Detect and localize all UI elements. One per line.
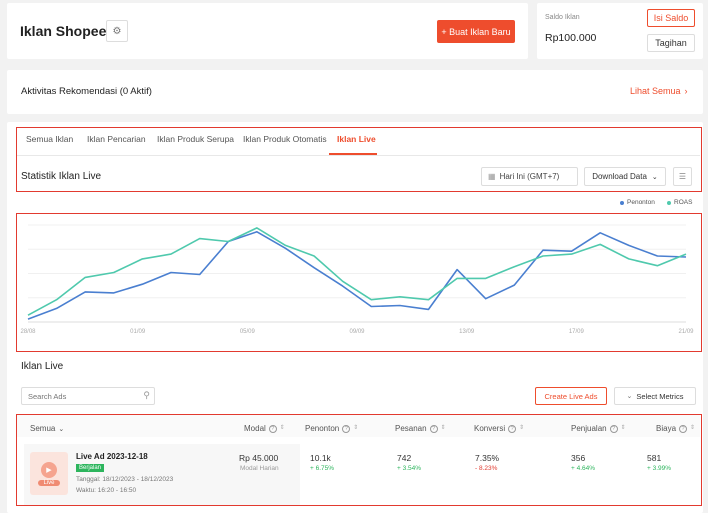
col-pesanan-label: Pesanan (395, 424, 427, 433)
help-icon: ? (429, 424, 438, 433)
tab-all[interactable]: Semua Iklan (26, 134, 74, 144)
download-button[interactable]: Download Data ⌄ (584, 167, 666, 186)
col-biaya[interactable]: Biaya ? ⇕ (656, 424, 695, 433)
col-penonton-label: Penonton (305, 424, 340, 433)
list-icon: ☰ (678, 172, 687, 181)
sort-icon: ⇕ (279, 425, 285, 431)
tab-search[interactable]: Iklan Pencarian (87, 134, 146, 144)
stats-title: Statistik Iklan Live (21, 171, 102, 182)
penjualan-value: 356 (571, 453, 586, 463)
see-all-label: Lihat Semua (630, 86, 681, 96)
active-tab-indicator (329, 153, 377, 155)
ad-date: Tanggal: 18/12/2023 - 18/12/2023 (76, 476, 174, 483)
sort-icon: ⇕ (690, 425, 696, 431)
col-konversi[interactable]: Konversi ? ⇕ (474, 424, 524, 433)
double-chevron-icon: ⌄ (626, 393, 633, 400)
konversi-change: - 8.23% (475, 465, 498, 472)
billing-button[interactable]: Tagihan (647, 34, 695, 52)
see-all-link[interactable]: Lihat Semua › (630, 86, 688, 96)
search-icon[interactable]: ⚲ (143, 390, 150, 400)
balance-amount: Rp100.000 (545, 32, 597, 44)
table-row-bg (24, 444, 300, 506)
recommendation-card (7, 70, 703, 114)
ad-time: Waktu: 16:20 - 16:50 (76, 487, 137, 494)
create-live-ads-button[interactable]: Create Live Ads (535, 387, 607, 405)
tab-similar-products[interactable]: Iklan Produk Serupa (157, 134, 235, 144)
help-icon: ? (268, 424, 277, 433)
modal-value: Rp 45.000 (239, 453, 279, 463)
sort-icon: ⇕ (519, 425, 525, 431)
help-icon: ? (609, 424, 618, 433)
download-label: Download Data (592, 172, 647, 181)
legend-penonton-label: Penonton (627, 199, 655, 206)
search-input[interactable] (28, 391, 138, 401)
help-icon: ? (679, 424, 688, 433)
legend-roas-label: ROAS (674, 199, 693, 206)
col-penjualan-label: Penjualan (571, 424, 607, 433)
help-icon: ? (342, 424, 351, 433)
col-penonton[interactable]: Penonton ? ⇕ (305, 424, 358, 433)
sort-icon: ⇕ (440, 425, 446, 431)
select-metrics-button[interactable]: ⌄ Select Metrics (614, 387, 696, 405)
chevron-down-icon: ⌄ (651, 173, 658, 181)
penjualan-change: + 4.64% (571, 465, 596, 472)
list-title: Iklan Live (21, 361, 64, 372)
col-pesanan[interactable]: Pesanan ? ⇕ (395, 424, 446, 433)
penonton-change: + 6.75% (310, 465, 335, 472)
ad-name[interactable]: Live Ad 2023-12-18 (76, 452, 148, 461)
pesanan-change: + 3.54% (397, 465, 422, 472)
status-badge: Berjalan (76, 464, 105, 472)
menu-button[interactable]: ☰ (673, 167, 692, 186)
live-thumbnail: ▶ Live (30, 452, 68, 495)
balance-label: Saldo Iklan (545, 14, 580, 21)
legend-roas: ROAS (667, 199, 692, 206)
page-title: Iklan Shopee (20, 23, 107, 39)
col-modal[interactable]: Modal ? ⇕ (244, 424, 285, 433)
date-filter[interactable]: ▦ Hari Ini (GMT+7) (481, 167, 578, 186)
col-all[interactable]: Semua ⌄ (30, 424, 64, 433)
sort-icon: ⇕ (620, 425, 626, 431)
biaya-value: 581 (647, 453, 662, 463)
col-konversi-label: Konversi (474, 424, 506, 433)
table-header-bg (16, 415, 700, 437)
chevron-down-icon: ⌄ (58, 425, 65, 433)
col-modal-label: Modal (244, 424, 266, 433)
create-ad-button[interactable]: + Buat Iklan Baru (437, 20, 515, 43)
tab-live[interactable]: Iklan Live (337, 134, 376, 144)
recommendation-title: Aktivitas Rekomendasi (0 Aktif) (21, 86, 152, 97)
col-penjualan[interactable]: Penjualan ? ⇕ (571, 424, 626, 433)
biaya-change: + 3.99% (647, 465, 672, 472)
gear-icon: ⚙ (112, 25, 122, 37)
settings-button[interactable]: ⚙ (106, 20, 128, 42)
legend-penonton: Penonton (620, 199, 655, 206)
sort-icon: ⇕ (353, 425, 359, 431)
tabs-divider (16, 155, 700, 156)
select-metrics-label: Select Metrics (636, 391, 684, 401)
play-icon: ▶ (41, 461, 57, 478)
calendar-icon: ▦ (488, 172, 496, 181)
search-box[interactable]: ⚲ (21, 387, 155, 405)
topup-button[interactable]: Isi Saldo (647, 9, 695, 27)
penonton-value: 10.1k (310, 453, 331, 463)
legend-dot (667, 200, 671, 205)
pesanan-value: 742 (397, 453, 412, 463)
chevron-right-icon: › (684, 86, 688, 96)
col-biaya-label: Biaya (656, 424, 677, 433)
tab-auto-products[interactable]: Iklan Produk Otomatis (243, 134, 327, 144)
legend-dot (620, 200, 624, 205)
date-filter-label: Hari Ini (GMT+7) (499, 172, 560, 181)
modal-sub: Modal Harian (240, 465, 279, 472)
live-thumb-label: Live (38, 479, 60, 486)
col-all-label: Semua (30, 424, 56, 433)
help-icon: ? (508, 424, 517, 433)
konversi-value: 7.35% (475, 453, 500, 463)
